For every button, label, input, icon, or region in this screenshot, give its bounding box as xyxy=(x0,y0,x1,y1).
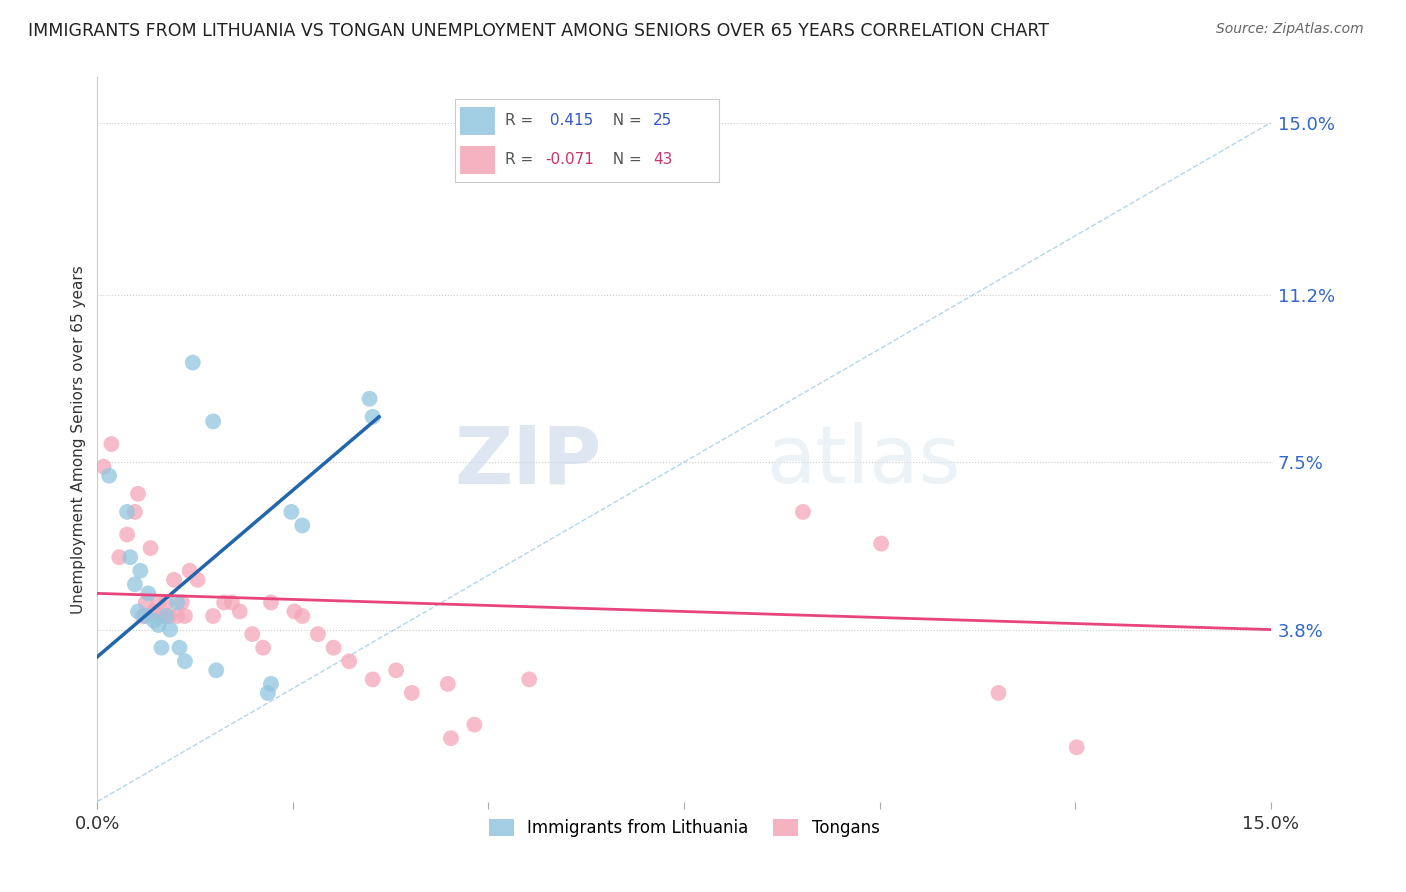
Point xyxy=(132,609,155,624)
Point xyxy=(120,550,142,565)
Point xyxy=(181,355,204,369)
Point xyxy=(129,564,152,578)
Point xyxy=(440,731,463,746)
Point xyxy=(150,640,173,655)
Point xyxy=(127,605,149,619)
Point xyxy=(291,609,314,624)
Y-axis label: Unemployment Among Seniors over 65 years: Unemployment Among Seniors over 65 years xyxy=(72,265,86,614)
Point xyxy=(221,595,243,609)
Point xyxy=(142,614,165,628)
Legend: Immigrants from Lithuania, Tongans: Immigrants from Lithuania, Tongans xyxy=(482,813,886,844)
Point xyxy=(169,640,191,655)
Text: Source: ZipAtlas.com: Source: ZipAtlas.com xyxy=(1216,22,1364,37)
Point xyxy=(155,595,177,609)
Point xyxy=(166,609,188,624)
Point xyxy=(157,609,180,624)
Point xyxy=(155,609,177,624)
Point xyxy=(163,573,186,587)
Point xyxy=(150,609,173,624)
Text: atlas: atlas xyxy=(766,422,960,500)
Point xyxy=(115,527,138,541)
Point xyxy=(108,550,131,565)
Point xyxy=(135,595,157,609)
Point xyxy=(202,609,225,624)
Point xyxy=(260,595,283,609)
Point xyxy=(280,505,302,519)
Point xyxy=(202,414,225,428)
Point xyxy=(361,409,384,424)
Point xyxy=(361,673,384,687)
Point xyxy=(307,627,329,641)
Point xyxy=(186,573,208,587)
Point xyxy=(135,609,157,624)
Point xyxy=(870,536,893,550)
Point xyxy=(436,677,458,691)
Point xyxy=(792,505,814,519)
Point xyxy=(127,487,149,501)
Point xyxy=(148,618,170,632)
Point xyxy=(252,640,274,655)
Point xyxy=(148,595,170,609)
Point xyxy=(1066,740,1088,755)
Point xyxy=(212,595,235,609)
Point xyxy=(139,541,162,555)
Point xyxy=(166,595,188,609)
Text: ZIP: ZIP xyxy=(454,422,602,500)
Point xyxy=(257,686,280,700)
Point xyxy=(174,654,197,668)
Point xyxy=(322,640,344,655)
Point xyxy=(359,392,381,406)
Point xyxy=(401,686,423,700)
Point xyxy=(337,654,360,668)
Point xyxy=(124,577,146,591)
Point xyxy=(170,595,193,609)
Point xyxy=(517,673,540,687)
Point xyxy=(159,623,181,637)
Point xyxy=(136,586,159,600)
Point xyxy=(463,717,485,731)
Point xyxy=(228,605,250,619)
Point xyxy=(115,505,138,519)
Point xyxy=(240,627,263,641)
Point xyxy=(100,437,122,451)
Point xyxy=(260,677,283,691)
Point xyxy=(142,605,165,619)
Point xyxy=(174,609,197,624)
Point xyxy=(987,686,1010,700)
Point xyxy=(283,605,305,619)
Text: IMMIGRANTS FROM LITHUANIA VS TONGAN UNEMPLOYMENT AMONG SENIORS OVER 65 YEARS COR: IMMIGRANTS FROM LITHUANIA VS TONGAN UNEM… xyxy=(28,22,1049,40)
Point xyxy=(291,518,314,533)
Point xyxy=(124,505,146,519)
Point xyxy=(98,468,121,483)
Point xyxy=(93,459,115,474)
Point xyxy=(205,663,228,677)
Point xyxy=(179,564,201,578)
Point xyxy=(385,663,408,677)
